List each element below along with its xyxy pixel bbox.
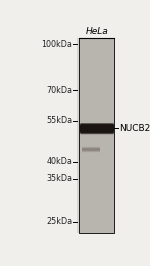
Bar xyxy=(79,38,114,233)
Text: NUCB2: NUCB2 xyxy=(119,124,150,133)
Text: 35kDa: 35kDa xyxy=(46,174,72,183)
Text: 40kDa: 40kDa xyxy=(46,157,72,166)
Text: HeLa: HeLa xyxy=(85,27,108,36)
Bar xyxy=(77,38,114,233)
Text: 70kDa: 70kDa xyxy=(46,86,72,94)
Text: 55kDa: 55kDa xyxy=(46,117,72,126)
Text: 25kDa: 25kDa xyxy=(46,218,72,226)
Text: 100kDa: 100kDa xyxy=(41,40,72,49)
